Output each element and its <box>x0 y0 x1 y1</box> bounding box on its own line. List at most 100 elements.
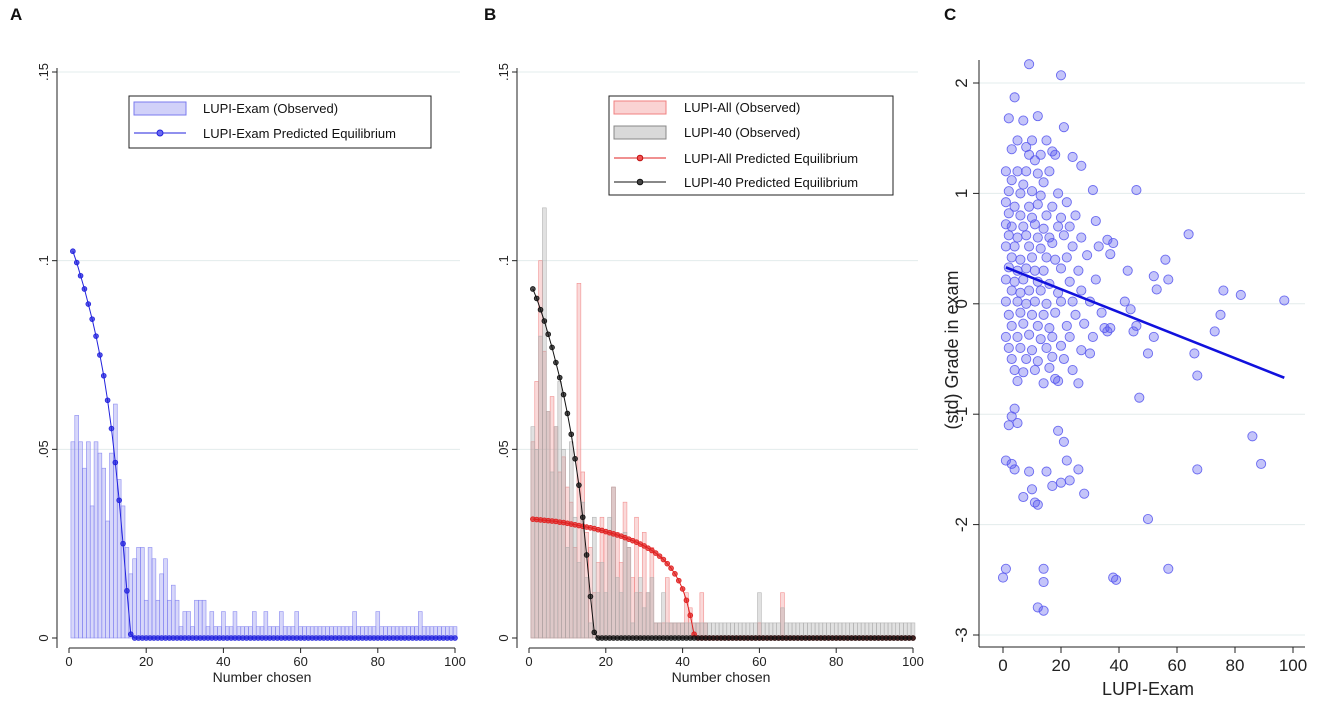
scatter-point <box>1047 201 1058 212</box>
point-lupi-exam-predicted-equilibrium <box>81 286 88 292</box>
scatter-point <box>1067 364 1078 376</box>
bar-lupi-exam-observed- <box>279 611 284 639</box>
scatter-point <box>1024 329 1035 340</box>
scatter-point <box>1105 249 1116 260</box>
scatter-point <box>1009 92 1020 103</box>
scatter-point <box>1055 296 1067 307</box>
bar-lupi-40-observed- <box>645 592 651 639</box>
scatter-point <box>1003 113 1014 124</box>
scatter-point <box>1108 238 1119 249</box>
bar-lupi-40-observed- <box>580 501 585 639</box>
legend-label-lupi-40-observed: LUPI-40 (Observed) <box>684 125 800 140</box>
bar-lupi-40-observed- <box>626 547 632 639</box>
y-tick-label: .1 <box>496 255 511 266</box>
y-tick-label: 0 <box>952 299 971 308</box>
scatter-point <box>1026 345 1038 356</box>
scatter-point <box>1006 144 1017 155</box>
panel-a-x-axis-title: Number chosen <box>213 669 312 685</box>
point-lupi-exam-predicted-equilibrium <box>124 588 130 594</box>
scatter-point <box>1000 274 1011 285</box>
scatter-point <box>1012 135 1023 146</box>
panel-a-legend: LUPI-Exam (Observed) LUPI-Exam Predicted… <box>128 95 432 149</box>
scatter-point <box>1003 342 1014 354</box>
x-tick-label: 80 <box>1226 656 1245 675</box>
scatter-point <box>1096 307 1107 318</box>
panel-a-legend-box <box>128 95 432 149</box>
scatter-point <box>1006 353 1017 365</box>
scatter-point <box>1032 111 1043 122</box>
scatter-point <box>997 572 1009 583</box>
bar-lupi-exam-observed- <box>167 599 172 639</box>
scatter-point <box>1055 263 1067 274</box>
scatter-point <box>1125 304 1136 315</box>
scatter-point <box>1047 351 1058 362</box>
scatter-point <box>1035 334 1046 345</box>
point-lupi-exam-predicted-equilibrium <box>112 459 119 466</box>
scatter-point <box>1067 241 1078 252</box>
scatter-point <box>1038 309 1049 320</box>
scatter-point <box>1142 348 1154 359</box>
bar-lupi-40-observed- <box>545 411 551 639</box>
scatter-point <box>1038 265 1049 276</box>
panel-c-y-axis-title: (std) Grade in exam <box>942 270 962 429</box>
point-lupi-all-predicted-equilibrium <box>672 571 678 577</box>
bar-lupi-exam-observed- <box>163 558 168 639</box>
scatter-point <box>1044 232 1055 243</box>
scatter-point <box>1038 576 1049 588</box>
scatter-point <box>1073 265 1084 276</box>
scatter-point <box>1131 320 1142 331</box>
scatter-point <box>1012 296 1023 307</box>
scatter-point <box>1082 250 1093 261</box>
scatter-point <box>1064 475 1075 486</box>
scatter-point <box>1018 179 1029 190</box>
scatter-point <box>1015 188 1026 199</box>
scatter-point <box>1009 364 1020 376</box>
scatter-point <box>1073 378 1084 389</box>
scatter-point <box>1247 431 1258 442</box>
scatter-point <box>1067 151 1078 163</box>
x-tick-label: 80 <box>371 654 385 669</box>
point-lupi-exam-predicted-equilibrium <box>77 272 84 279</box>
scatter-point <box>1235 289 1246 301</box>
scatter-point <box>1041 466 1052 477</box>
point-lupi-40-predicted-equilibrium <box>579 514 586 521</box>
bar-lupi-exam-observed- <box>418 611 423 639</box>
bar-lupi-exam-observed- <box>78 441 83 639</box>
scatter-point <box>1006 285 1017 296</box>
scatter-point <box>1003 309 1014 320</box>
x-tick-label: 0 <box>65 654 72 669</box>
point-lupi-all-predicted-equilibrium <box>660 556 667 563</box>
x-tick-label: 60 <box>1168 656 1187 675</box>
scatter-point <box>1058 353 1069 365</box>
y-tick-label: -2 <box>952 517 971 532</box>
bar-lupi-40-observed- <box>561 449 566 639</box>
scatter-point <box>1038 223 1049 234</box>
scatter-point <box>1044 323 1055 334</box>
scatter-point <box>1000 197 1011 208</box>
bar-lupi-exam-observed- <box>252 611 257 639</box>
scatter-point <box>1006 221 1017 232</box>
scatter-point <box>1142 514 1154 525</box>
bar-lupi-exam-observed- <box>232 611 238 639</box>
scatter-point <box>1035 285 1046 296</box>
scatter-point <box>1021 230 1032 241</box>
bar-lupi-exam-observed- <box>159 573 164 639</box>
scatter-point <box>1003 186 1014 197</box>
x-tick-label: 100 <box>902 654 924 669</box>
scatter-point <box>1015 287 1026 298</box>
point-lupi-all-predicted-equilibrium <box>675 577 682 584</box>
scatter-point <box>1024 241 1035 252</box>
scatter-point <box>1256 458 1267 469</box>
bar-lupi-exam-observed- <box>201 599 207 639</box>
bar-lupi-exam-observed- <box>263 611 269 639</box>
point-lupi-40-predicted-equilibrium <box>537 306 544 313</box>
y-tick-label: .15 <box>36 63 51 81</box>
scatter-point <box>1076 285 1087 296</box>
point-lupi-exam-predicted-equilibrium <box>452 635 458 641</box>
bar-lupi-exam-observed- <box>143 599 149 639</box>
scatter-point <box>1076 160 1087 171</box>
bar-lupi-40-observed- <box>530 426 536 639</box>
bar-lupi-40-observed- <box>618 592 624 639</box>
scatter-point <box>1064 276 1075 287</box>
